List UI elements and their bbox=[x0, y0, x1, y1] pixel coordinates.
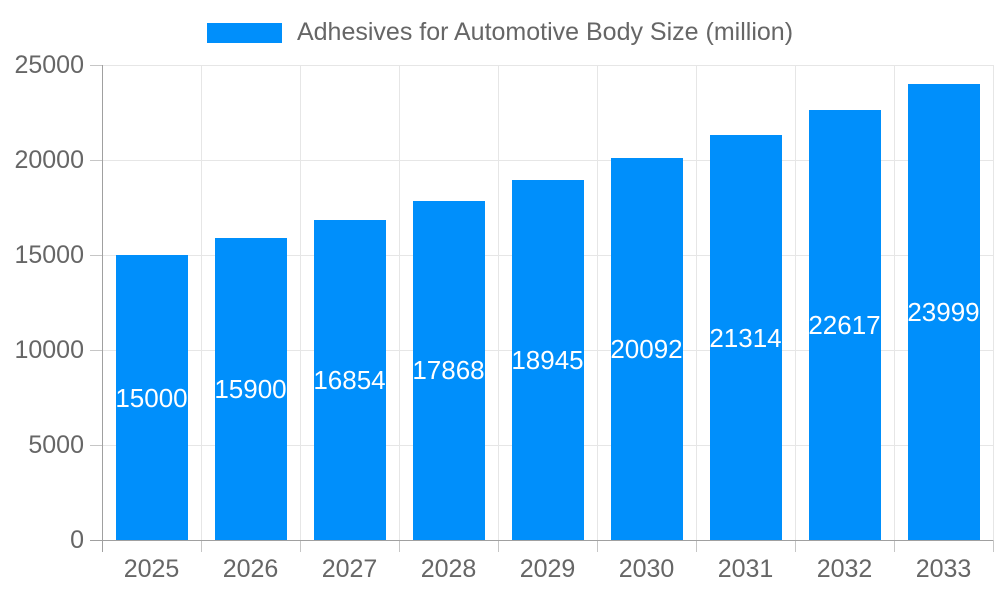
legend-series-label: Adhesives for Automotive Body Size (mill… bbox=[296, 18, 794, 46]
legend-swatch bbox=[206, 22, 282, 43]
x-gridline bbox=[695, 65, 697, 540]
x-gridline bbox=[497, 65, 499, 540]
bar-2028[interactable] bbox=[412, 200, 485, 540]
x-gridline bbox=[200, 65, 202, 540]
bar-2029[interactable] bbox=[511, 180, 584, 540]
y-tick-mark bbox=[90, 64, 102, 66]
bar-value-label: 15000 bbox=[115, 382, 188, 413]
bar-2033[interactable] bbox=[907, 84, 980, 540]
bar-value-label: 16854 bbox=[313, 364, 386, 395]
y-tick-label: 10000 bbox=[14, 336, 84, 364]
x-tick-label: 2030 bbox=[618, 555, 675, 583]
y-tick-mark bbox=[90, 159, 102, 161]
y-tick-label: 15000 bbox=[14, 241, 84, 269]
x-tick-label: 2031 bbox=[717, 555, 774, 583]
x-gridline bbox=[299, 65, 301, 540]
bar-2025[interactable] bbox=[115, 255, 188, 540]
bar-value-label: 15900 bbox=[214, 373, 287, 404]
y-tick-mark bbox=[90, 349, 102, 351]
bar-value-label: 18945 bbox=[511, 345, 584, 376]
x-tick-label: 2026 bbox=[222, 555, 279, 583]
bar-value-label: 17868 bbox=[412, 355, 485, 386]
bar-value-label: 22617 bbox=[808, 310, 881, 341]
bar-value-label: 20092 bbox=[610, 334, 683, 365]
y-gridline bbox=[102, 64, 993, 66]
x-tick-label: 2032 bbox=[816, 555, 873, 583]
bar-2032[interactable] bbox=[808, 110, 881, 540]
x-gridline bbox=[893, 65, 895, 540]
x-tick-mark bbox=[596, 540, 598, 552]
bar-2027[interactable] bbox=[313, 219, 386, 540]
y-tick-label: 0 bbox=[70, 526, 84, 554]
x-tick-mark bbox=[893, 540, 895, 552]
x-tick-mark bbox=[992, 540, 994, 552]
x-tick-mark bbox=[299, 540, 301, 552]
y-gridline bbox=[102, 159, 993, 161]
x-tick-label: 2033 bbox=[915, 555, 972, 583]
y-tick-mark bbox=[90, 444, 102, 446]
bar-2030[interactable] bbox=[610, 158, 683, 540]
bar-value-label: 21314 bbox=[709, 322, 782, 353]
x-gridline bbox=[992, 65, 994, 540]
x-tick-label: 2027 bbox=[321, 555, 378, 583]
bar-2031[interactable] bbox=[709, 135, 782, 540]
x-tick-mark bbox=[794, 540, 796, 552]
legend-item[interactable]: Adhesives for Automotive Body Size (mill… bbox=[0, 18, 1000, 47]
x-tick-mark bbox=[695, 540, 697, 552]
bar-value-label: 23999 bbox=[907, 297, 980, 327]
y-tick-label: 20000 bbox=[14, 146, 84, 174]
y-tick-mark bbox=[90, 254, 102, 256]
bar-2026[interactable] bbox=[214, 237, 287, 540]
x-tick-label: 2029 bbox=[519, 555, 576, 583]
x-tick-mark bbox=[497, 540, 499, 552]
x-tick-mark bbox=[398, 540, 400, 552]
y-axis-line bbox=[101, 65, 103, 552]
x-axis-line bbox=[90, 539, 993, 541]
x-gridline bbox=[794, 65, 796, 540]
x-gridline bbox=[596, 65, 598, 540]
y-tick-label: 25000 bbox=[14, 51, 84, 79]
x-gridline bbox=[398, 65, 400, 540]
y-tick-label: 5000 bbox=[28, 431, 84, 459]
x-tick-label: 2025 bbox=[123, 555, 180, 583]
x-tick-label: 2028 bbox=[420, 555, 477, 583]
x-tick-mark bbox=[200, 540, 202, 552]
